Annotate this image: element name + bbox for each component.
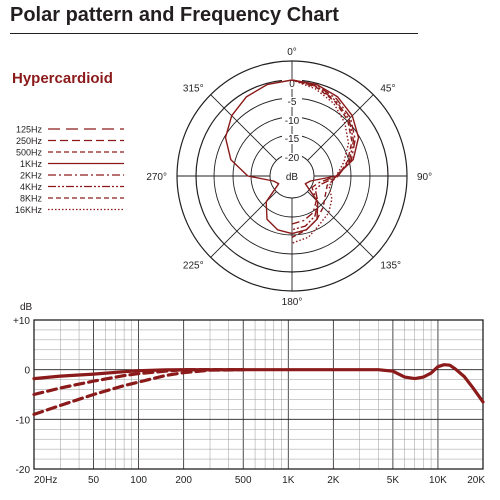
polar-angle-label: 90°	[417, 172, 432, 183]
polar-angle-label: 270°	[146, 172, 167, 183]
title-rule	[10, 33, 418, 34]
polar-radial-label: 0	[289, 79, 295, 90]
legend-label: 2KHz	[20, 171, 43, 181]
legend-label: 4KHz	[20, 182, 43, 192]
legend-label: 16KHz	[15, 205, 43, 215]
polar-series-2khz	[291, 79, 356, 225]
freq-xtick-label: 50	[88, 475, 100, 486]
freq-xtick-label: 2K	[327, 475, 340, 486]
polar-series-8khz	[291, 79, 353, 239]
polar-radial-label: dB	[286, 172, 299, 183]
polar-angle-label: 180°	[282, 297, 303, 308]
page-title: Polar pattern and Frequency Chart	[10, 4, 339, 26]
polar-radial-label: -15	[285, 134, 300, 145]
polar-spoke	[210, 191, 277, 258]
polar-series-16khz	[291, 79, 350, 244]
legend-label: 1KHz	[20, 159, 43, 169]
legend-label: 500Hz	[16, 148, 43, 158]
polar-angle-label: 0°	[287, 47, 297, 58]
freq-series-2	[32, 368, 245, 416]
freq-frame	[33, 319, 484, 470]
polar-spoke	[307, 191, 374, 258]
legend-label: 8KHz	[20, 194, 43, 204]
polar-label-bg	[282, 97, 302, 107]
polar-angle-label: 315°	[183, 84, 204, 95]
freq-xtick-label: 20K	[467, 475, 485, 486]
pattern-label: Hypercardioid	[12, 70, 113, 87]
freq-xtick-label: 100	[130, 475, 147, 486]
polar-label-bg	[282, 153, 302, 163]
polar-radial-label: -5	[288, 97, 297, 108]
polar-label-bg	[282, 134, 302, 144]
polar-label-bg	[282, 116, 302, 126]
freq-ytick-label: -10	[16, 415, 31, 426]
polar-angle-label: 45°	[380, 84, 395, 95]
polar-label-bg	[282, 172, 302, 182]
polar-series-1khz	[224, 79, 360, 235]
polar-label-bg	[282, 79, 302, 89]
freq-xtick-label: 200	[175, 475, 192, 486]
polar-radial-label: -10	[285, 116, 300, 127]
polar-spoke	[307, 94, 374, 161]
legend-label: 250Hz	[16, 136, 43, 146]
freq-xtick-label: 10K	[429, 475, 447, 486]
polar-angle-label: 225°	[183, 260, 204, 271]
freq-xtick-label: 5K	[387, 475, 400, 486]
freq-ytick-label: 0	[24, 366, 30, 377]
freq-ytick-label: +10	[13, 316, 30, 327]
polar-spoke	[210, 94, 277, 161]
freq-ytick-label: -20	[16, 465, 31, 476]
freq-xtick-label: 20Hz	[34, 475, 57, 486]
freq-ylabel: dB	[20, 302, 33, 313]
freq-series-0	[32, 363, 485, 404]
freq-xtick-label: 1K	[282, 475, 295, 486]
polar-radial-label: -20	[285, 153, 300, 164]
freq-xtick-label: 500	[235, 475, 252, 486]
legend-label: 125Hz	[16, 125, 43, 135]
polar-angle-label: 135°	[380, 260, 401, 271]
